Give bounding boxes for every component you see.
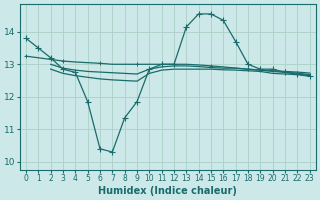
X-axis label: Humidex (Indice chaleur): Humidex (Indice chaleur) — [98, 186, 237, 196]
